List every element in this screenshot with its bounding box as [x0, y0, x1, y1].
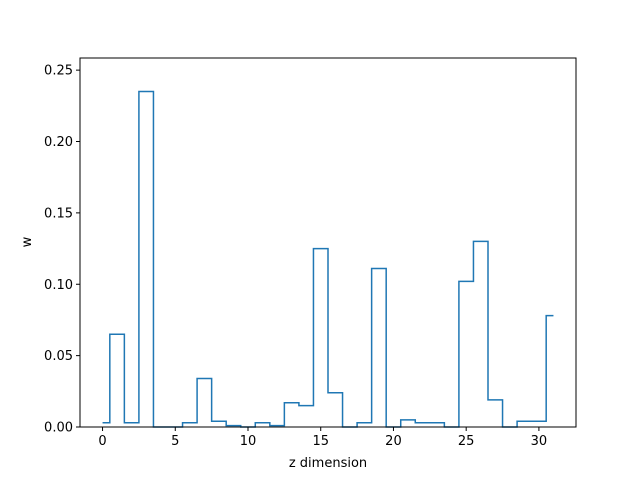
x-tick-label: 15 [312, 434, 329, 449]
y-tick-label: 0.25 [44, 64, 73, 79]
y-tick-label: 0.00 [44, 421, 73, 436]
x-tick-label: 20 [385, 434, 402, 449]
y-tick-label: 0.10 [44, 278, 73, 293]
y-axis-label: w [20, 236, 35, 247]
x-tick-label: 5 [171, 434, 179, 449]
y-axis-ticks: 0.00 0.05 0.10 0.15 0.20 0.25 [44, 64, 80, 436]
x-tick-label: 10 [240, 434, 257, 449]
y-tick-label: 0.05 [44, 349, 73, 364]
y-tick-label: 0.20 [44, 135, 73, 150]
x-tick-label: 25 [458, 434, 475, 449]
x-axis-ticks: 0 5 10 15 20 25 30 [98, 427, 547, 449]
y-tick-label: 0.15 [44, 206, 73, 221]
x-tick-label: 30 [531, 434, 548, 449]
plot-frame [79, 57, 577, 428]
x-axis-label: z dimension [289, 456, 367, 471]
x-tick-label: 0 [98, 434, 106, 449]
